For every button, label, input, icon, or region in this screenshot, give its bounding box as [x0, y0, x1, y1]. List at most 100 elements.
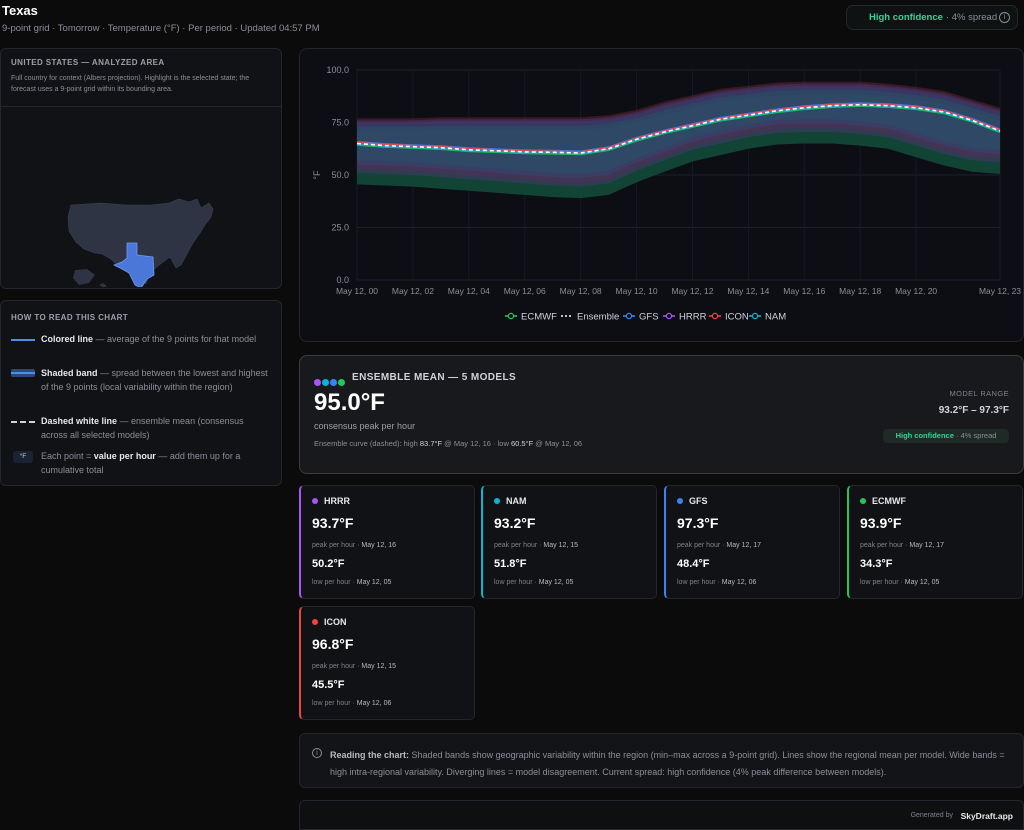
ensemble-subtitle: consensus peak per hour: [314, 421, 416, 431]
info-icon[interactable]: i: [999, 12, 1010, 23]
model-peak-label: peak per hour · May 12, 16: [312, 542, 397, 549]
model-low: 51.8°F: [494, 558, 527, 570]
page-title: Texas: [2, 3, 38, 18]
hawaii-shape: [99, 283, 107, 287]
model-peak: 93.2°F: [494, 515, 536, 531]
shaded-band-swatch: [11, 369, 35, 377]
ensemble-summary-panel: ENSEMBLE MEAN — 5 MODELS 95.0°F consensu…: [299, 355, 1024, 474]
ensemble-curve-info: Ensemble curve (dashed): high 83.7°F @ M…: [314, 439, 583, 448]
model-low-label: low per hour · May 12, 06: [312, 700, 392, 707]
dashed-line-swatch: [11, 421, 35, 423]
model-dot: [330, 379, 337, 386]
series-line-ensemble: [356, 103, 1001, 154]
model-color-dot: [677, 498, 683, 504]
model-color-dot: [494, 498, 500, 504]
x-tick-label: May 12, 23: [979, 286, 1021, 296]
x-tick-label: May 12, 14: [727, 286, 769, 296]
model-peak: 93.9°F: [860, 515, 902, 531]
model-peak: 96.8°F: [312, 636, 354, 652]
x-tick-label: May 12, 20: [895, 286, 937, 296]
legend-label-gfs: GFS: [639, 312, 659, 323]
y-tick-label: 25.0: [331, 223, 349, 233]
texas-highlight: [113, 242, 155, 287]
model-dot: [322, 379, 329, 386]
alaska-shape: [73, 269, 95, 285]
legend-marker-gfs: [625, 312, 633, 320]
divider: [1, 106, 281, 107]
legend-marker-ecmwf: [507, 312, 515, 320]
model-color-dot: [312, 498, 318, 504]
model-low-label: low per hour · May 12, 06: [677, 579, 757, 586]
footer: Generated by SkyDraft.app: [299, 800, 1024, 830]
model-low-label: low per hour · May 12, 05: [494, 579, 574, 586]
legend-label-ecmwf: ECMWF: [521, 312, 557, 323]
model-peak: 97.3°F: [677, 515, 719, 531]
model-card-nam[interactable]: NAM 93.2°F peak per hour · May 12, 15 51…: [481, 485, 657, 599]
x-tick-label: May 12, 08: [560, 286, 602, 296]
unit-badge: °F: [13, 451, 33, 463]
model-name: NAM: [506, 496, 527, 506]
forecast-chart-panel: 0.0 25.0 50.0 75.0 100.0 May 12, 00 May 12, 02…: [299, 48, 1024, 342]
legend-panel: HOW TO READ THIS CHART Colored line — av…: [0, 300, 282, 486]
model-low: 45.5°F: [312, 679, 345, 691]
x-tick-label: May 12, 12: [671, 286, 713, 296]
ensemble-value: 95.0°F: [314, 389, 385, 416]
legend-label-nam: NAM: [765, 312, 786, 323]
reading-note-panel: i Reading the chart: Shaded bands show g…: [299, 733, 1024, 788]
y-tick-label: 100.0: [326, 65, 349, 75]
map-panel: UNITED STATES — ANALYZED AREA Full count…: [0, 48, 282, 289]
x-tick-label: May 12, 00: [336, 286, 378, 296]
spread-label: · 4% spread: [945, 12, 998, 23]
model-peak-label: peak per hour · May 12, 17: [860, 542, 945, 549]
x-tick-label: May 12, 02: [392, 286, 434, 296]
confidence-badge[interactable]: High confidence · 4% spread i: [846, 5, 1018, 30]
info-icon: i: [312, 748, 322, 758]
model-card-hrrr[interactable]: HRRR 93.7°F peak per hour · May 12, 16 5…: [299, 485, 475, 599]
legend-label-hrrr: HRRR: [679, 312, 707, 323]
legend-marker-nam: [751, 312, 759, 320]
model-color-dot: [312, 619, 318, 625]
legend-panel-title: HOW TO READ THIS CHART: [11, 313, 129, 322]
model-low: 34.3°F: [860, 558, 893, 570]
model-name: ECMWF: [872, 496, 906, 506]
generated-by-label: Generated by: [910, 812, 953, 819]
y-tick-label: 50.0: [331, 170, 349, 180]
ensemble-title: ENSEMBLE MEAN — 5 MODELS: [352, 372, 517, 383]
forecast-chart: 0.0 25.0 50.0 75.0 100.0 May 12, 00 May 12, 02…: [312, 65, 1021, 323]
model-range-value: 93.2°F – 97.3°F: [938, 405, 1009, 416]
model-color-dot: [860, 498, 866, 504]
model-low: 50.2°F: [312, 558, 345, 570]
reading-note-text: Reading the chart: Shaded bands show geo…: [330, 750, 1005, 777]
y-tick-label: 75.0: [331, 118, 349, 128]
model-card-gfs[interactable]: GFS 97.3°F peak per hour · May 12, 17 48…: [664, 485, 840, 599]
model-low: 48.4°F: [677, 558, 710, 570]
x-tick-label: May 12, 06: [504, 286, 546, 296]
model-dots: [314, 373, 346, 391]
model-dot: [338, 379, 345, 386]
series-line-ecmwf: [356, 105, 1001, 156]
page-subtitle: 9-point grid · Tomorrow · Temperature (°…: [2, 23, 320, 34]
y-tick-label: 0.0: [336, 275, 349, 285]
model-card-ecmwf[interactable]: ECMWF 93.9°F peak per hour · May 12, 17 …: [847, 485, 1023, 599]
ensemble-confidence-badge: High confidence · 4% spread: [883, 429, 1009, 443]
model-peak-label: peak per hour · May 12, 15: [494, 542, 579, 549]
model-name: GFS: [689, 496, 708, 506]
model-low-label: low per hour · May 12, 05: [860, 579, 940, 586]
x-tick-label: May 12, 04: [448, 286, 490, 296]
legend-marker-icon: [711, 312, 719, 320]
model-name: ICON: [324, 617, 347, 627]
map-panel-description: Full country for context (Albers project…: [11, 75, 250, 93]
legend-label-ensemble: Ensemble: [577, 312, 619, 323]
y-axis-label: °F: [312, 170, 322, 180]
colored-line-swatch: [11, 339, 35, 341]
model-peak-label: peak per hour · May 12, 15: [312, 663, 397, 670]
brand-link[interactable]: SkyDraft.app: [960, 811, 1013, 821]
model-card-icon[interactable]: ICON 96.8°F peak per hour · May 12, 15 4…: [299, 606, 475, 720]
x-tick-label: May 12, 10: [616, 286, 658, 296]
model-name: HRRR: [324, 496, 350, 506]
legend-label-icon: ICON: [725, 312, 749, 323]
map-panel-title: UNITED STATES — ANALYZED AREA: [11, 58, 165, 67]
model-low-label: low per hour · May 12, 05: [312, 579, 392, 586]
us-country-shape: [67, 198, 214, 285]
confidence-label: High confidence: [869, 12, 943, 23]
